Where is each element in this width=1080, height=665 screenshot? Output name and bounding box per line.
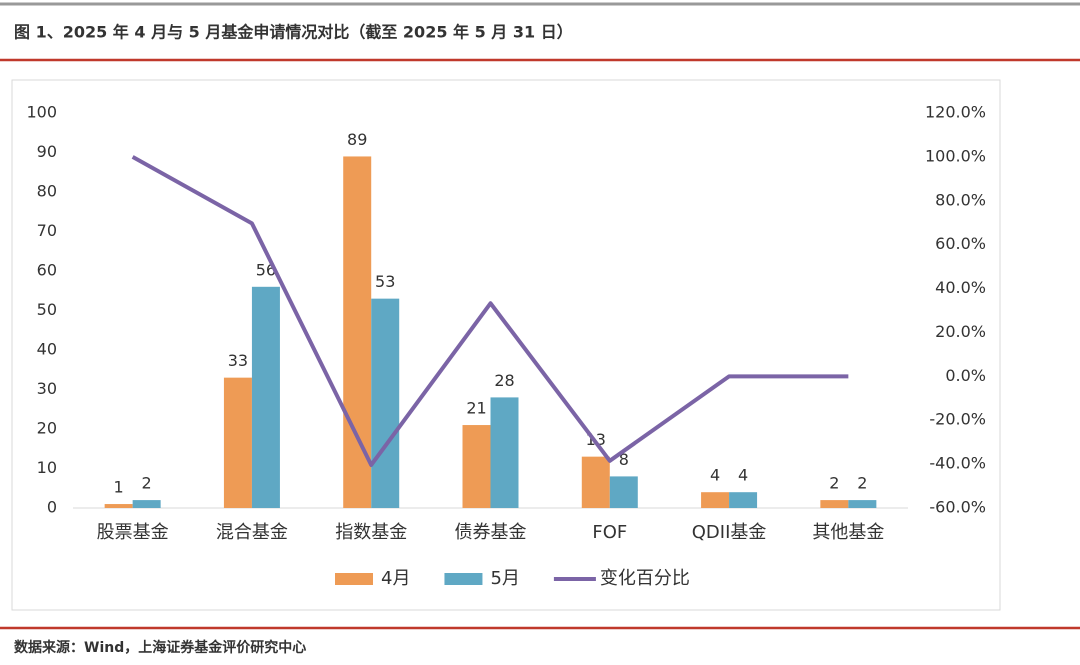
data-label: 8 — [619, 450, 629, 469]
y-tick-label: 100 — [26, 103, 57, 122]
bar — [462, 425, 491, 508]
x-tick-label: 债券基金 — [455, 522, 527, 543]
bar — [104, 504, 133, 508]
x-tick-label: QDII基金 — [692, 522, 767, 543]
y2-tick-label: 80.0% — [935, 190, 986, 209]
bar — [609, 476, 638, 508]
data-label: 89 — [347, 130, 367, 149]
y2-tick-label: 20.0% — [935, 322, 986, 341]
y2-tick-label: 60.0% — [935, 234, 986, 253]
bar — [701, 492, 730, 508]
bar — [848, 500, 877, 508]
data-label: 28 — [494, 371, 514, 390]
bar — [581, 456, 610, 508]
y-tick-label: 30 — [37, 379, 57, 398]
data-label: 1 — [114, 478, 124, 497]
bar — [820, 500, 849, 508]
y2-tick-label: -40.0% — [929, 454, 986, 473]
y2-tick-label: 40.0% — [935, 278, 986, 297]
bar — [223, 377, 252, 508]
bar — [490, 397, 519, 508]
legend-label: 5月 — [490, 568, 519, 589]
y-tick-label: 40 — [37, 340, 57, 359]
data-label: 53 — [375, 272, 395, 291]
x-tick-label: 股票基金 — [97, 522, 169, 543]
chart-frame — [11, 79, 1001, 611]
y-tick-label: 10 — [37, 458, 57, 477]
data-label: 2 — [857, 474, 867, 493]
data-label: 21 — [466, 399, 486, 418]
data-label: 2 — [142, 474, 152, 493]
data-label: 33 — [228, 351, 248, 370]
y-tick-label: 20 — [37, 419, 57, 438]
legend-swatch — [335, 573, 373, 585]
bar — [343, 156, 372, 508]
legend-label: 变化百分比 — [600, 568, 690, 589]
y2-tick-label: 100.0% — [925, 146, 986, 165]
x-tick-label: FOF — [592, 522, 627, 543]
y-tick-label: 60 — [37, 261, 57, 280]
bar — [132, 500, 161, 508]
x-tick-label: 其他基金 — [812, 522, 884, 543]
y-tick-label: 80 — [37, 182, 57, 201]
y-tick-label: 50 — [37, 300, 57, 319]
y2-tick-label: -20.0% — [929, 410, 986, 429]
data-label: 4 — [738, 466, 748, 485]
legend-label: 4月 — [381, 568, 410, 589]
line-series — [131, 155, 849, 467]
chart-title: 图 1、2025 年 4 月与 5 月基金申请情况对比（截至 2025 年 5 … — [14, 23, 573, 42]
y-tick-label: 0 — [47, 498, 57, 517]
y2-tick-label: 0.0% — [945, 366, 986, 385]
y-tick-label: 70 — [37, 221, 57, 240]
data-label: 2 — [829, 474, 839, 493]
bar — [371, 298, 400, 508]
x-tick-label: 混合基金 — [216, 522, 288, 543]
data-label: 4 — [710, 466, 720, 485]
y-tick-label: 90 — [37, 142, 57, 161]
source-note: 数据来源：Wind，上海证券基金评价研究中心 — [14, 639, 306, 656]
y2-tick-label: -60.0% — [929, 498, 986, 517]
bar — [251, 286, 280, 508]
x-tick-label: 指数基金 — [335, 522, 407, 543]
legend-swatch — [444, 573, 483, 585]
y2-tick-label: 120.0% — [925, 103, 986, 122]
bar — [729, 492, 758, 508]
